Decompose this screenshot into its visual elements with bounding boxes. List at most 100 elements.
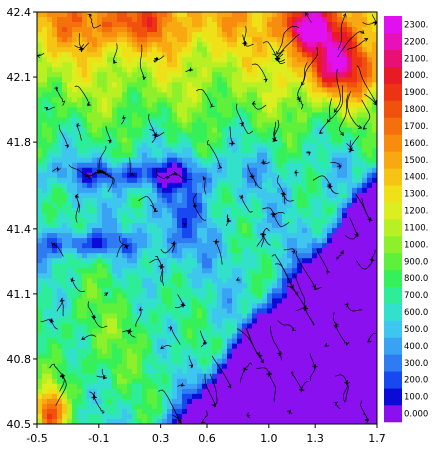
field-cell (277, 273, 283, 279)
field-cell (172, 192, 178, 199)
field-cell (257, 122, 263, 128)
field-cell (137, 207, 143, 214)
field-cell (167, 283, 173, 289)
field-cell (162, 333, 168, 339)
field-cell (297, 52, 303, 58)
field-cell (252, 348, 258, 355)
field-cell (222, 358, 228, 365)
field-cell (77, 238, 83, 244)
field-cell (277, 268, 283, 274)
field-cell (162, 293, 168, 299)
field-cell (167, 212, 173, 219)
field-cell (372, 218, 377, 224)
field-cell (352, 263, 358, 269)
field-cell (317, 283, 323, 289)
field-cell (202, 32, 208, 38)
field-cell (332, 72, 338, 78)
field-cell (92, 373, 98, 380)
field-cell (162, 17, 168, 23)
field-cell (167, 32, 173, 38)
field-cell (182, 92, 188, 98)
field-cell (192, 197, 198, 204)
field-cell (327, 122, 333, 128)
field-cell (352, 42, 358, 48)
field-cell (82, 363, 88, 370)
field-cell (227, 328, 233, 334)
field-cell (42, 62, 48, 68)
field-cell (357, 97, 363, 103)
field-cell (372, 67, 377, 73)
field-cell (297, 32, 303, 38)
field-cell (342, 293, 348, 299)
field-cell (152, 333, 158, 339)
field-cell (102, 57, 108, 63)
field-cell (322, 82, 328, 88)
field-cell (217, 147, 223, 154)
field-cell (207, 338, 213, 345)
field-cell (97, 253, 103, 259)
field-cell (67, 223, 73, 229)
field-cell (132, 177, 138, 184)
field-cell (362, 52, 368, 58)
field-cell (212, 218, 218, 224)
field-cell (282, 253, 288, 259)
field-cell (77, 353, 83, 360)
field-cell (222, 147, 228, 154)
field-cell (222, 12, 228, 18)
field-cell (177, 323, 183, 329)
field-cell (202, 278, 208, 284)
field-cell (247, 187, 253, 194)
field-cell (232, 122, 238, 128)
field-cell (72, 17, 78, 23)
field-cell (82, 293, 88, 299)
field-cell (102, 268, 108, 274)
field-cell (292, 142, 298, 149)
field-cell (297, 132, 303, 139)
field-cell (127, 318, 133, 324)
field-cell (67, 147, 73, 154)
field-cell (347, 57, 353, 63)
field-cell (92, 187, 98, 194)
field-cell (262, 253, 268, 259)
field-cell (262, 197, 268, 204)
field-cell (242, 67, 248, 73)
field-cell (62, 212, 68, 219)
field-cell (157, 323, 163, 329)
field-cell (52, 102, 58, 108)
field-cell (192, 52, 198, 58)
field-cell (332, 212, 338, 219)
field-cell (97, 12, 103, 18)
field-cell (42, 368, 48, 375)
field-cell (217, 117, 223, 123)
field-cell (42, 333, 48, 339)
field-cell (187, 328, 193, 334)
field-cell (342, 157, 348, 164)
field-cell (182, 243, 188, 249)
field-cell (212, 27, 218, 33)
field-cell (317, 338, 323, 345)
field-cell (302, 82, 308, 88)
field-cell (152, 42, 158, 48)
field-cell (167, 223, 173, 229)
field-cell (342, 202, 348, 209)
field-cell (57, 122, 63, 128)
field-cell (227, 112, 233, 118)
field-cell (242, 328, 248, 334)
field-cell (77, 218, 83, 224)
field-cell (247, 353, 253, 360)
field-cell (117, 298, 123, 304)
field-cell (122, 202, 128, 209)
field-cell (147, 127, 153, 133)
field-cell (302, 37, 308, 43)
field-cell (47, 22, 53, 28)
field-cell (172, 87, 178, 93)
field-cell (207, 147, 213, 154)
field-cell (67, 132, 73, 139)
field-cell (242, 283, 248, 289)
field-cell (227, 207, 233, 214)
field-cell (87, 253, 93, 259)
field-cell (37, 212, 43, 219)
field-cell (72, 268, 78, 274)
field-cell (327, 358, 333, 365)
field-cell (242, 92, 248, 98)
